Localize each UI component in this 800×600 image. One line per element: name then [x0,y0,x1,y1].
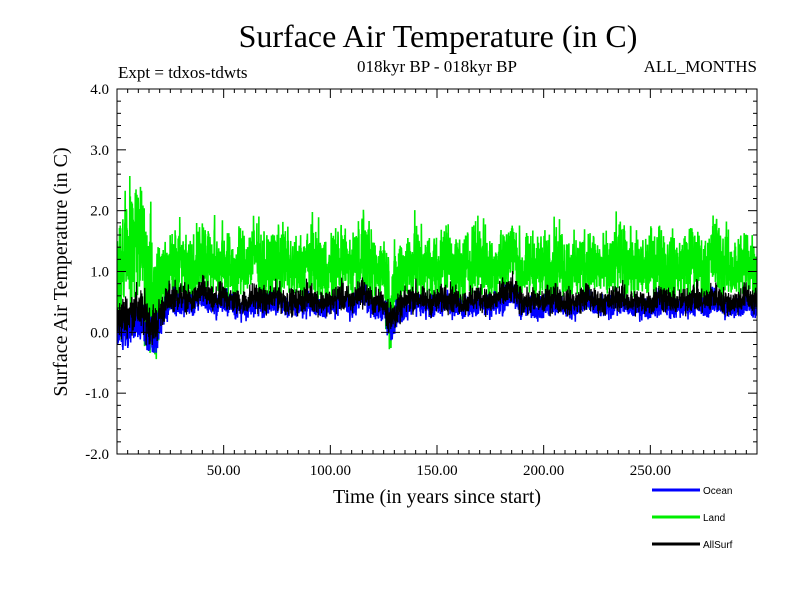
chart-subtitle-right: ALL_MONTHS [644,57,757,76]
chart-subtitle-left: Expt = tdxos-tdwts [118,63,248,82]
y-tick-label: -1.0 [85,386,109,402]
x-tick-label: 50.00 [207,463,241,479]
y-tick-label: 4.0 [90,82,109,98]
y-axis-label: Surface Air Temperature (in C) [50,147,72,396]
legend-label-allsurf: AllSurf [703,540,733,551]
axis-ticks: 50.00 100.00 150.00 200.00 250.00 -2.0 -1.0 0.0… [85,82,758,479]
y-tick-label: -2.0 [85,447,109,463]
chart-subtitle-center: 018kyr BP - 018kyr BP [357,57,517,76]
x-axis-label: Time (in years since start) [333,486,541,508]
legend: Ocean Land AllSurf [652,486,733,551]
y-tick-label: 2.0 [90,204,109,220]
x-tick-label: 150.00 [416,463,457,479]
plot-area [117,175,757,360]
series-line-allsurf [117,270,757,346]
y-tick-label: 1.0 [90,265,109,281]
y-tick-label: 3.0 [90,143,109,159]
legend-label-land: Land [703,513,725,524]
x-tick-label: 250.00 [630,463,671,479]
x-tick-label: 100.00 [310,463,351,479]
y-tick-label: 0.0 [90,325,109,341]
series-line-land [117,175,757,360]
x-tick-label: 200.00 [523,463,564,479]
chart-title: Surface Air Temperature (in C) [239,18,638,54]
legend-label-ocean: Ocean [703,486,732,497]
